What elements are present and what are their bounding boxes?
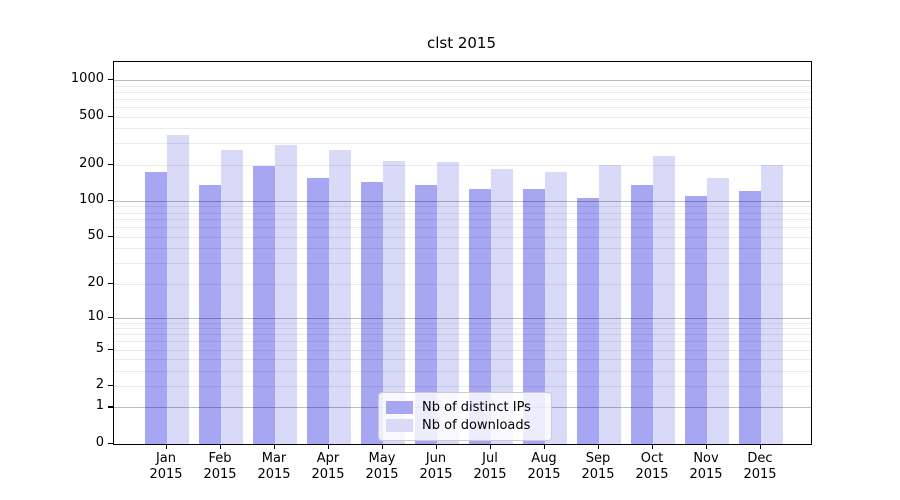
y-axis-tick	[108, 282, 113, 284]
minor-gridline	[114, 98, 811, 100]
bar-downloads-may	[383, 160, 405, 444]
legend: Nb of distinct IPs Nb of downloads	[378, 392, 552, 441]
x-axis-label: Nov 2015	[689, 451, 723, 482]
bar-downloads-jun	[437, 162, 459, 444]
x-axis-label: Jul 2015	[473, 451, 507, 482]
y-axis-label: 0	[95, 435, 104, 450]
y-axis-tick	[108, 163, 113, 165]
legend-label-downloads: Nb of downloads	[422, 417, 531, 433]
bar-distinct-ips-jul	[469, 189, 491, 444]
y-axis-tick	[108, 385, 113, 387]
bar-downloads-feb	[221, 149, 243, 444]
bar-downloads-dec	[761, 164, 783, 444]
bar-downloads-jul	[491, 168, 513, 444]
y-axis-tick	[108, 348, 113, 350]
x-axis-tick	[760, 444, 762, 449]
major-gridline	[114, 80, 811, 82]
legend-entry-distinct-ips: Nb of distinct IPs	[386, 398, 543, 416]
minor-gridline	[114, 116, 811, 118]
x-axis-tick	[274, 444, 276, 449]
y-axis-label: 10	[87, 308, 104, 324]
minor-gridline	[114, 128, 811, 130]
bar-distinct-ips-jan	[145, 171, 167, 444]
bar-distinct-ips-feb	[199, 185, 221, 444]
bar-downloads-jan	[167, 135, 189, 444]
legend-swatch-downloads	[386, 418, 413, 432]
bar-distinct-ips-oct	[631, 185, 653, 444]
bar-downloads-apr	[329, 149, 351, 444]
bar-downloads-nov	[707, 178, 729, 444]
y-axis-tick	[108, 235, 113, 238]
y-axis-tick	[108, 199, 113, 202]
y-axis-label: 50	[87, 227, 104, 243]
legend-entry-downloads: Nb of downloads	[386, 416, 543, 434]
y-axis-label: 200	[79, 155, 104, 171]
bar-distinct-ips-jun	[415, 185, 437, 444]
x-axis-label: Apr 2015	[311, 451, 345, 482]
x-axis-label: Jan 2015	[149, 451, 183, 482]
plot-area	[113, 61, 812, 445]
bar-downloads-mar	[275, 145, 297, 444]
bar-distinct-ips-dec	[739, 191, 761, 444]
y-axis-tick	[108, 79, 113, 81]
bar-distinct-ips-may	[361, 181, 383, 444]
minor-gridline	[114, 164, 811, 166]
y-axis-tick	[108, 443, 113, 445]
y-axis-tick	[108, 316, 113, 318]
y-axis-label: 20	[87, 274, 104, 290]
y-axis-tick	[108, 406, 113, 408]
x-axis-tick	[652, 444, 654, 449]
minor-gridline	[114, 143, 811, 145]
bar-distinct-ips-aug	[523, 189, 545, 444]
minor-gridline	[114, 106, 811, 108]
x-axis-tick	[436, 444, 438, 449]
minor-gridline	[114, 91, 811, 93]
x-axis-label: Mar 2015	[257, 451, 291, 482]
x-axis-label: Dec 2015	[743, 451, 777, 482]
bar-downloads-aug	[545, 171, 567, 444]
chart-title: clst 2015	[426, 34, 497, 52]
bar-distinct-ips-apr	[307, 178, 329, 444]
bar-distinct-ips-mar	[253, 166, 275, 444]
x-axis-label: Feb 2015	[203, 451, 237, 482]
y-axis-label: 5	[95, 340, 104, 356]
x-axis-label: Sep 2015	[581, 451, 615, 482]
bar-distinct-ips-nov	[685, 195, 707, 444]
x-axis-tick	[328, 444, 330, 449]
x-axis-label: Jun 2015	[419, 451, 453, 482]
x-axis-label: May 2015	[365, 451, 399, 482]
y-axis-label: 100	[79, 191, 104, 207]
bar-downloads-oct	[653, 156, 675, 444]
y-axis-label: 2	[95, 377, 104, 393]
y-axis-tick	[108, 115, 113, 117]
minor-gridline	[114, 85, 811, 87]
x-axis-tick	[706, 444, 708, 449]
bar-distinct-ips-sep	[577, 198, 599, 444]
x-axis-tick	[166, 444, 168, 449]
x-axis-tick	[544, 444, 546, 449]
bar-downloads-sep	[599, 164, 621, 444]
y-axis-label: 1000	[70, 71, 104, 87]
legend-swatch-distinct-ips	[386, 400, 413, 414]
y-axis-label: 500	[79, 107, 104, 123]
x-axis-tick	[220, 444, 222, 449]
x-axis-label: Oct 2015	[635, 451, 669, 482]
x-axis-tick	[382, 444, 384, 449]
x-axis-tick	[490, 444, 492, 449]
x-axis-label: Aug 2015	[527, 451, 561, 482]
x-axis-tick	[598, 444, 600, 449]
y-axis-label: 1	[95, 398, 104, 414]
legend-label-distinct-ips: Nb of distinct IPs	[422, 399, 531, 415]
